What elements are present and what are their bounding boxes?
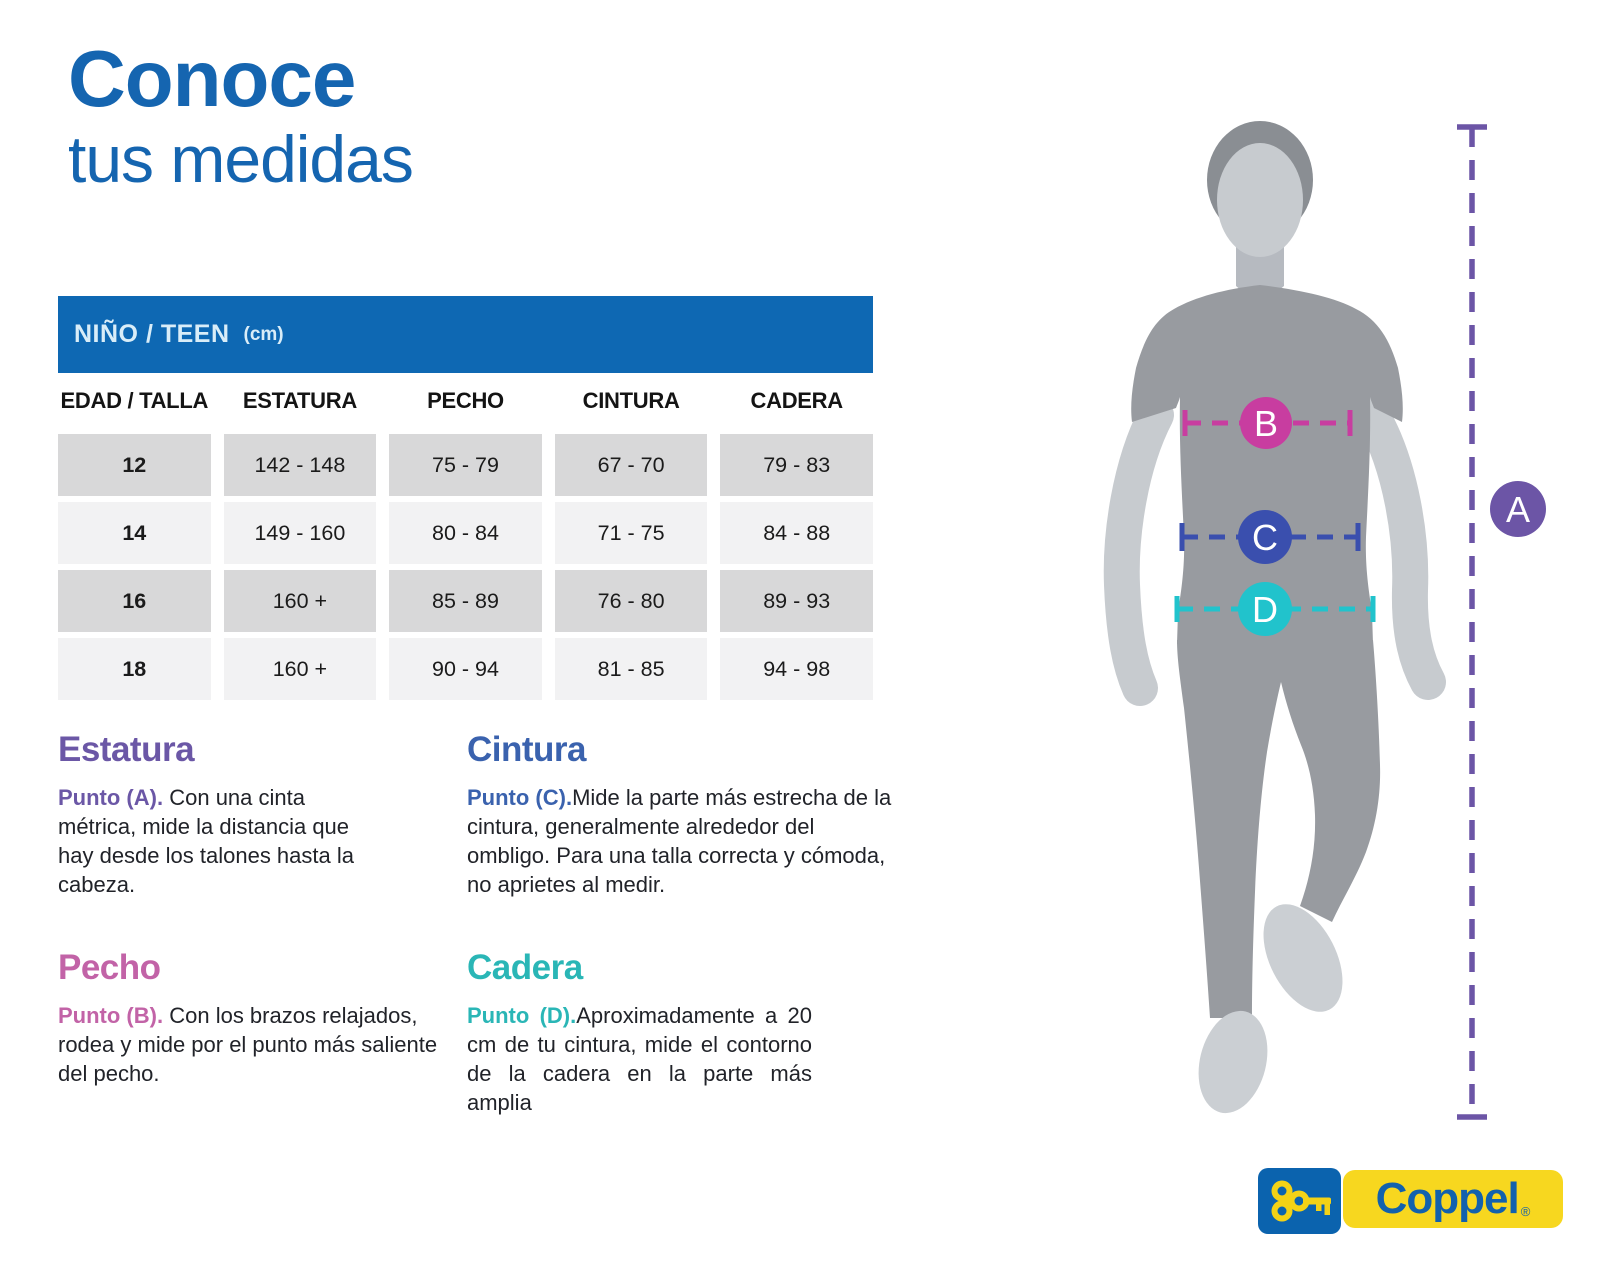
table-cell: 84 - 88 xyxy=(720,502,873,564)
section-cadera: Cadera Punto (D).Aproximadamente a 20 cm… xyxy=(467,948,812,1117)
section-cadera-text: Punto (D).Aproximadamente a 20 cm de tu … xyxy=(467,1001,812,1117)
marker-b-circle xyxy=(1240,397,1292,449)
marker-c-circle xyxy=(1238,510,1292,564)
table-cell: 67 - 70 xyxy=(554,434,708,496)
right-arm xyxy=(1354,397,1446,700)
table-cell: 75 - 79 xyxy=(389,434,542,496)
section-pecho-body: Con los brazos relajados, rodea y mide p… xyxy=(58,1003,438,1086)
marker-a-label: A xyxy=(1506,489,1530,530)
marker-a-circle xyxy=(1490,481,1546,537)
section-cadera-body: Aproximadamente a 20 cm de tu cintura, m… xyxy=(467,1003,812,1115)
coppel-key-tile xyxy=(1258,1168,1341,1234)
section-cintura-body: Mide la parte más estrecha de la cintura… xyxy=(467,785,892,897)
section-cintura: Cintura Punto (C).Mide la parte más estr… xyxy=(467,730,899,899)
punto-d-label: Punto (D). xyxy=(467,1003,577,1028)
table-cell: 12 xyxy=(58,434,211,496)
table-cell: 89 - 93 xyxy=(720,570,873,632)
coppel-logo: Coppel ® xyxy=(1343,1170,1563,1228)
column-header: CADERA xyxy=(750,388,844,413)
table-cell: 90 - 94 xyxy=(389,638,542,700)
marker-d-line xyxy=(1174,596,1376,622)
section-cintura-title: Cintura xyxy=(467,730,587,769)
coppel-wordmark: Coppel xyxy=(1375,1174,1520,1223)
punto-c-label: Punto (C). xyxy=(467,785,573,810)
table-cell: 80 - 84 xyxy=(389,502,542,564)
table-title: NIÑO / TEEN xyxy=(74,320,230,348)
table-cell: 71 - 75 xyxy=(554,502,708,564)
table-cell: 142 - 148 xyxy=(223,434,377,496)
left-arm xyxy=(1103,397,1174,706)
table-unit: (cm) xyxy=(243,323,284,345)
section-estatura-text: Punto (A). Con una cinta métrica, mide l… xyxy=(58,783,388,899)
marker-a-line xyxy=(1457,124,1487,1120)
table-cell: 160 + xyxy=(223,570,377,632)
table-cell: 76 - 80 xyxy=(554,570,708,632)
table-cell: 160 + xyxy=(223,638,377,700)
table-cell: 18 xyxy=(58,638,211,700)
table-cell: 149 - 160 xyxy=(223,502,377,564)
table-cell: 14 xyxy=(58,502,211,564)
section-pecho-title: Pecho xyxy=(58,948,161,987)
page-title-line2: tus medidas xyxy=(68,122,414,196)
section-estatura-title: Estatura xyxy=(58,730,195,769)
section-pecho-text: Punto (B). Con los brazos relajados, rod… xyxy=(58,1001,470,1088)
page-title-line1: Conoce xyxy=(68,34,356,123)
face xyxy=(1217,143,1303,257)
left-foot xyxy=(1198,1010,1268,1114)
marker-d-label: D xyxy=(1252,589,1278,630)
column-header: EDAD / TALLA xyxy=(60,388,209,413)
table-cell: 16 xyxy=(58,570,211,632)
section-pecho: Pecho Punto (B). Con los brazos relajado… xyxy=(58,948,470,1088)
section-cintura-text: Punto (C).Mide la parte más estrecha de … xyxy=(467,783,899,899)
registered-mark: ® xyxy=(1520,1204,1531,1219)
table-cell: 81 - 85 xyxy=(554,638,708,700)
key-icon xyxy=(1271,1180,1331,1222)
right-foot xyxy=(1263,904,1343,1012)
punto-b-label: Punto (B). xyxy=(58,1003,164,1028)
column-header: CINTURA xyxy=(582,388,680,413)
table-header-bar: NIÑO / TEEN (cm) xyxy=(58,296,873,373)
legs xyxy=(1177,640,1381,1018)
page-title: Conoce tus medidas xyxy=(68,34,414,197)
column-header: PECHO xyxy=(427,388,504,413)
table-column-headers: EDAD / TALLA ESTATURA PECHO CINTURA CADE… xyxy=(58,388,873,414)
column-header: ESTATURA xyxy=(242,388,357,413)
torso-shirt xyxy=(1131,285,1403,644)
body-measurement-diagram: A B C D xyxy=(1103,121,1546,1120)
size-table: 12 142 - 148 75 - 79 67 - 70 79 - 83 14 … xyxy=(58,434,873,700)
marker-d-circle xyxy=(1238,582,1292,636)
section-cadera-title: Cadera xyxy=(467,948,583,987)
table-cell: 94 - 98 xyxy=(720,638,873,700)
table-cell: 79 - 83 xyxy=(720,434,873,496)
table-cell: 85 - 89 xyxy=(389,570,542,632)
section-estatura-body: Con una cinta métrica, mide la distancia… xyxy=(58,785,354,897)
punto-a-label: Punto (A). xyxy=(58,785,164,810)
marker-b-label: B xyxy=(1254,403,1278,444)
section-estatura: Estatura Punto (A). Con una cinta métric… xyxy=(58,730,388,899)
marker-c-label: C xyxy=(1252,517,1278,558)
